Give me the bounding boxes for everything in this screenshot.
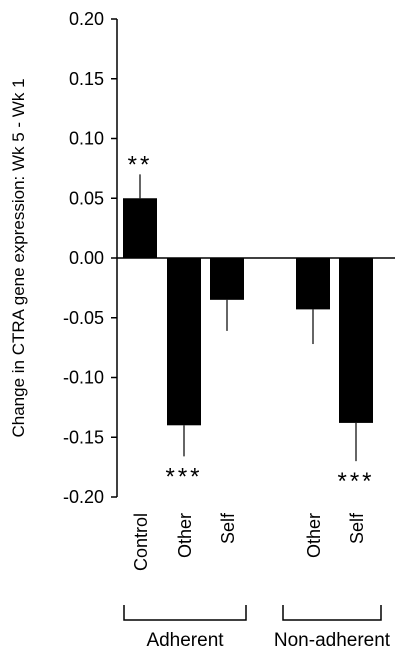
significance-label: *** — [337, 468, 374, 495]
y-tick-label: -0.20 — [63, 487, 104, 507]
group-bracket — [123, 605, 247, 621]
y-axis-ticks: 0.20 0.15 0.10 0.05 0.00 -0.05 -0.10 -0.15 -0.20 — [63, 9, 117, 507]
y-tick-label: -0.10 — [63, 368, 104, 388]
significance-label: *** — [165, 463, 202, 490]
x-category-label: Self — [347, 512, 367, 544]
group-label: Non-adherent — [274, 630, 391, 651]
y-tick-label: -0.05 — [63, 308, 104, 328]
y-tick-label: 0.15 — [69, 69, 104, 89]
group-label: Adherent — [146, 630, 224, 651]
bar-adherent-other — [167, 258, 201, 426]
significance-label: ** — [128, 151, 153, 178]
y-tick-label: 0.05 — [69, 188, 104, 208]
group-bracket — [282, 605, 382, 621]
y-tick-label: 0.10 — [69, 129, 104, 149]
x-category-label: Other — [304, 513, 324, 558]
bar-adherent-self — [210, 258, 244, 300]
y-axis-title: Change in CTRA gene expression: Wk 5 - W… — [9, 78, 28, 437]
bar-adherent-control — [123, 198, 157, 258]
labels: ** Control *** Other Self Other *** Self Adheren… — [123, 151, 391, 651]
x-category-label: Self — [218, 512, 238, 544]
y-tick-label: 0.00 — [69, 248, 104, 268]
bar-non-adherent-other — [296, 258, 330, 310]
bar-non-adherent-self — [339, 258, 373, 423]
x-category-label: Other — [175, 513, 195, 558]
y-tick-label: -0.15 — [63, 427, 104, 447]
bars — [123, 174, 373, 462]
y-tick-label: 0.20 — [69, 9, 104, 29]
x-category-label: Control — [131, 513, 151, 571]
axes — [116, 19, 395, 497]
